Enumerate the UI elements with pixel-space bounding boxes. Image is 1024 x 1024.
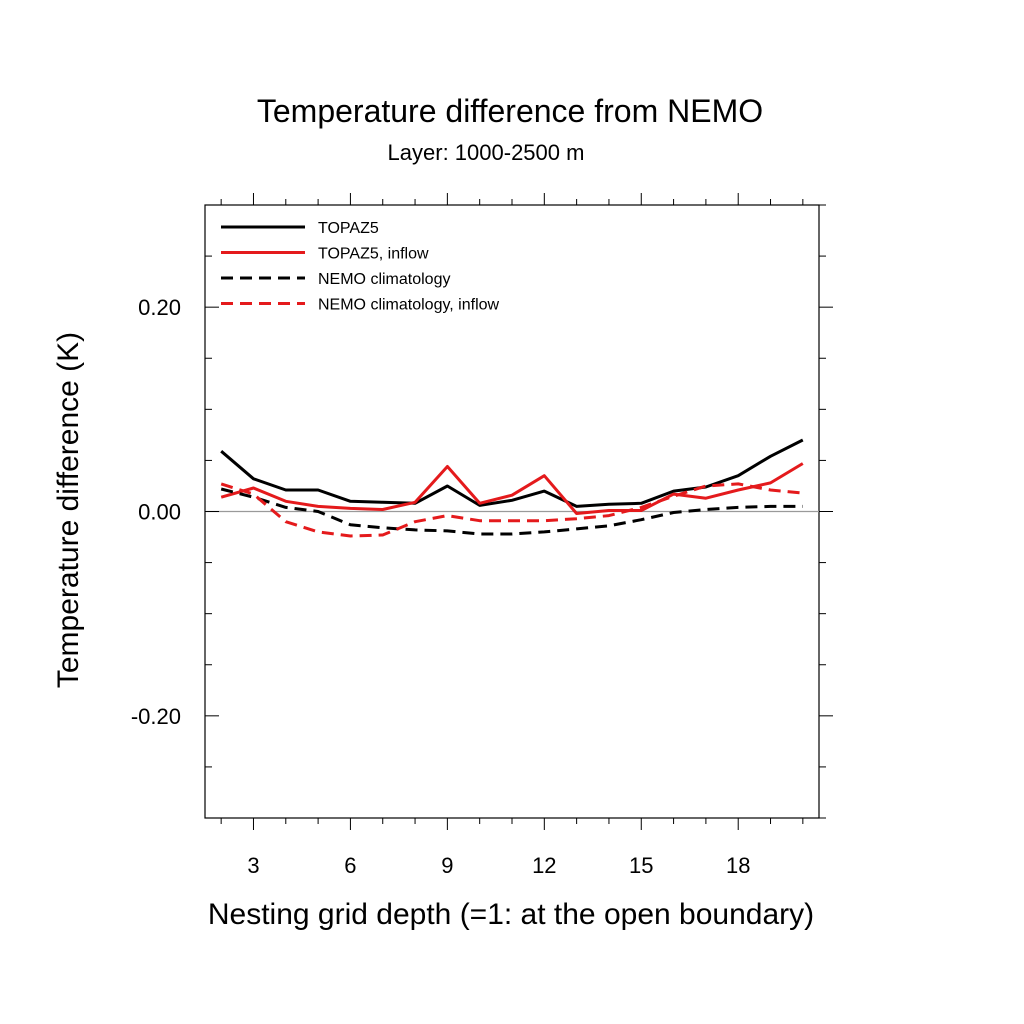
- series-line-topaz5-inflow: [220, 462, 804, 515]
- x-tick-label: 9: [441, 853, 453, 878]
- series-lines: [220, 438, 804, 538]
- tick-labels: 3 6 9 12 15 18 -0.20 0.00 0.20: [131, 295, 751, 878]
- x-tick-label: 12: [532, 853, 556, 878]
- series-line-nemo-climatology: [220, 487, 803, 536]
- x-axis-label: Nesting grid depth (=1: at the open boun…: [208, 898, 814, 931]
- x-tick-label: 6: [344, 853, 356, 878]
- legend-label-nemo-climatology-inflow: NEMO climatology, inflow: [318, 297, 500, 314]
- x-tick-label: 18: [726, 853, 750, 878]
- y-tick-label: 0.20: [138, 295, 181, 320]
- axis-ticks: [205, 193, 833, 830]
- x-tick-label: 15: [629, 853, 653, 878]
- legend: TOPAZ5 TOPAZ5, inflow NEMO climatology NEMO…: [221, 220, 500, 314]
- x-tick-label: 3: [247, 853, 259, 878]
- chart-subtitle: Layer: 1000-2500 m: [388, 140, 585, 165]
- legend-label-nemo-climatology: NEMO climatology: [318, 271, 450, 288]
- series-line-nemo-climatology-inflow: [220, 482, 803, 538]
- legend-label-topaz5-inflow: TOPAZ5, inflow: [318, 246, 429, 263]
- y-tick-label: -0.20: [131, 704, 181, 729]
- legend-label-topaz5: TOPAZ5: [318, 220, 379, 237]
- series-line-topaz5: [220, 438, 804, 508]
- chart-title: Temperature difference from NEMO: [257, 93, 763, 129]
- y-axis-label: Temperature difference (K): [52, 332, 85, 688]
- y-tick-label: 0.00: [138, 500, 181, 525]
